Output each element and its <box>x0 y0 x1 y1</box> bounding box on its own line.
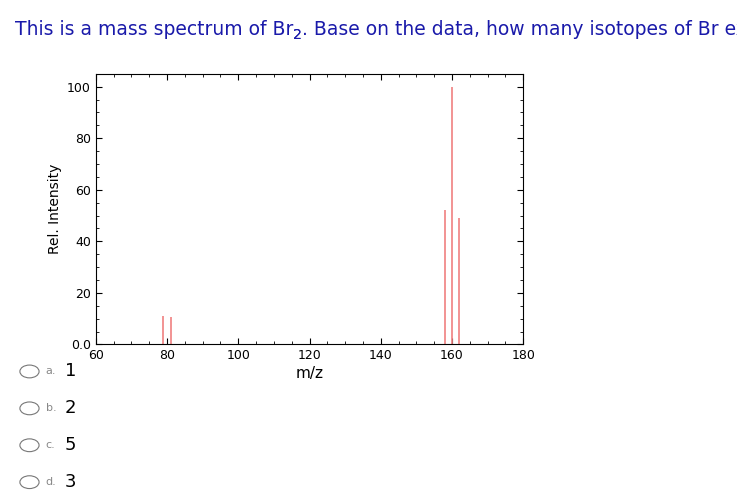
Text: . Base on the data, how many isotopes of Br exist in nature?: . Base on the data, how many isotopes of… <box>302 20 737 39</box>
Text: This is a mass spectrum of Br: This is a mass spectrum of Br <box>15 20 293 39</box>
Text: a.: a. <box>46 367 56 376</box>
Text: 2: 2 <box>65 400 77 417</box>
Text: d.: d. <box>46 477 57 487</box>
Text: b.: b. <box>46 403 56 413</box>
Text: 2: 2 <box>293 28 302 42</box>
Text: 3: 3 <box>65 473 77 491</box>
Text: c.: c. <box>46 440 55 450</box>
Text: 5: 5 <box>65 436 77 454</box>
X-axis label: m/z: m/z <box>296 367 324 381</box>
Text: 1: 1 <box>65 363 76 380</box>
Y-axis label: Rel. Intensity: Rel. Intensity <box>47 164 61 254</box>
Text: 2: 2 <box>293 28 302 42</box>
